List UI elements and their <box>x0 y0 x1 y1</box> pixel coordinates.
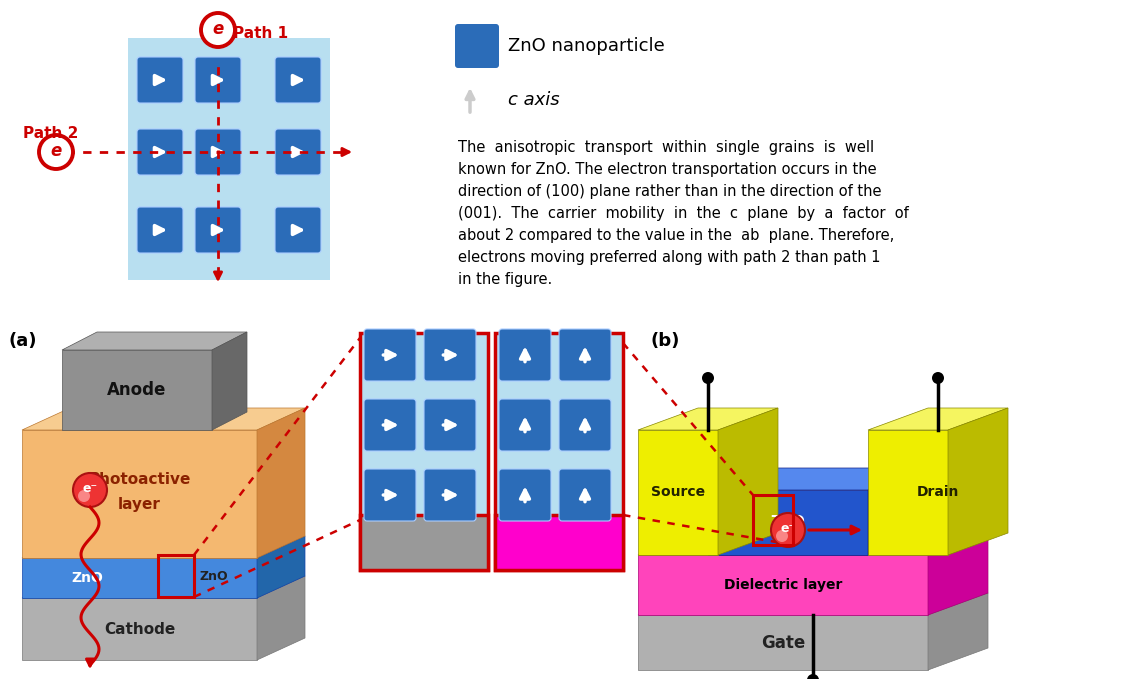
Bar <box>158 555 194 597</box>
Text: c axis: c axis <box>508 91 559 109</box>
Bar <box>360 515 489 570</box>
FancyBboxPatch shape <box>195 207 241 253</box>
Polygon shape <box>257 576 305 660</box>
Polygon shape <box>928 533 988 615</box>
Polygon shape <box>638 593 988 615</box>
FancyBboxPatch shape <box>275 129 321 175</box>
FancyBboxPatch shape <box>137 57 183 103</box>
Text: (a): (a) <box>8 332 37 350</box>
Bar <box>495 333 623 570</box>
Polygon shape <box>62 350 212 430</box>
Text: Photoactive: Photoactive <box>89 471 191 486</box>
FancyBboxPatch shape <box>424 329 476 381</box>
Text: e⁻: e⁻ <box>780 523 795 536</box>
FancyBboxPatch shape <box>195 57 241 103</box>
Polygon shape <box>638 408 778 430</box>
Text: direction of (100) plane rather than in the direction of the: direction of (100) plane rather than in … <box>458 184 882 199</box>
Polygon shape <box>22 430 257 558</box>
Circle shape <box>702 372 714 384</box>
Text: electrons moving preferred along with path 2 than path 1: electrons moving preferred along with pa… <box>458 250 880 265</box>
Circle shape <box>776 530 788 542</box>
Text: The  anisotropic  transport  within  single  grains  is  well: The anisotropic transport within single … <box>458 140 874 155</box>
Polygon shape <box>212 332 247 430</box>
FancyBboxPatch shape <box>559 329 611 381</box>
Polygon shape <box>638 615 928 670</box>
Text: e: e <box>51 142 62 160</box>
Text: ZnO: ZnO <box>199 570 228 583</box>
Polygon shape <box>948 408 1008 555</box>
FancyBboxPatch shape <box>275 57 321 103</box>
Polygon shape <box>718 408 778 555</box>
FancyBboxPatch shape <box>275 207 321 253</box>
Bar <box>128 38 330 280</box>
Text: Drain: Drain <box>916 485 959 500</box>
FancyBboxPatch shape <box>364 399 416 451</box>
Polygon shape <box>22 536 305 558</box>
Circle shape <box>73 473 107 507</box>
Text: Source: Source <box>651 485 705 500</box>
Text: known for ZnO. The electron transportation occurs in the: known for ZnO. The electron transportati… <box>458 162 877 177</box>
Text: ZnO nanoparticle: ZnO nanoparticle <box>508 37 665 55</box>
Text: (b): (b) <box>650 332 679 350</box>
Polygon shape <box>707 490 868 555</box>
Circle shape <box>772 513 805 547</box>
Polygon shape <box>868 430 948 555</box>
Text: in the figure.: in the figure. <box>458 272 553 287</box>
Polygon shape <box>257 536 305 598</box>
Circle shape <box>39 135 73 169</box>
FancyBboxPatch shape <box>364 469 416 521</box>
Polygon shape <box>62 332 247 350</box>
Text: Path 1: Path 1 <box>232 26 289 41</box>
FancyBboxPatch shape <box>499 469 551 521</box>
Text: Gate: Gate <box>761 634 805 651</box>
Polygon shape <box>22 576 305 598</box>
Text: Cathode: Cathode <box>103 621 175 636</box>
Polygon shape <box>928 593 988 670</box>
FancyBboxPatch shape <box>559 469 611 521</box>
Circle shape <box>201 13 235 47</box>
Text: Path 2: Path 2 <box>22 126 79 141</box>
Text: about 2 compared to the value in the  ab  plane. Therefore,: about 2 compared to the value in the ab … <box>458 228 894 243</box>
Circle shape <box>807 674 819 679</box>
Text: ZnO: ZnO <box>770 515 805 530</box>
Text: Dielectric layer: Dielectric layer <box>724 578 842 592</box>
Text: e⁻: e⁻ <box>82 483 98 496</box>
FancyBboxPatch shape <box>499 399 551 451</box>
Polygon shape <box>638 555 928 615</box>
Text: ZnO: ZnO <box>71 571 103 585</box>
Circle shape <box>932 372 944 384</box>
Polygon shape <box>257 408 305 558</box>
FancyBboxPatch shape <box>364 329 416 381</box>
Bar <box>495 515 623 570</box>
FancyBboxPatch shape <box>137 207 183 253</box>
Polygon shape <box>638 430 718 555</box>
Polygon shape <box>707 468 928 490</box>
FancyBboxPatch shape <box>499 329 551 381</box>
Text: e: e <box>212 20 223 38</box>
FancyBboxPatch shape <box>424 399 476 451</box>
Polygon shape <box>22 558 257 598</box>
FancyBboxPatch shape <box>195 129 241 175</box>
Text: (001).  The  carrier  mobility  in  the  c  plane  by  a  factor  of: (001). The carrier mobility in the c pla… <box>458 206 909 221</box>
Polygon shape <box>638 533 988 555</box>
FancyBboxPatch shape <box>455 24 499 68</box>
Polygon shape <box>868 408 1008 430</box>
FancyBboxPatch shape <box>559 399 611 451</box>
Text: Anode: Anode <box>108 381 166 399</box>
Bar <box>754 495 793 545</box>
FancyBboxPatch shape <box>137 129 183 175</box>
Bar <box>360 333 489 570</box>
Text: layer: layer <box>118 496 161 511</box>
Circle shape <box>77 490 90 502</box>
Polygon shape <box>22 408 305 430</box>
FancyBboxPatch shape <box>424 469 476 521</box>
Polygon shape <box>22 598 257 660</box>
Polygon shape <box>868 468 928 555</box>
